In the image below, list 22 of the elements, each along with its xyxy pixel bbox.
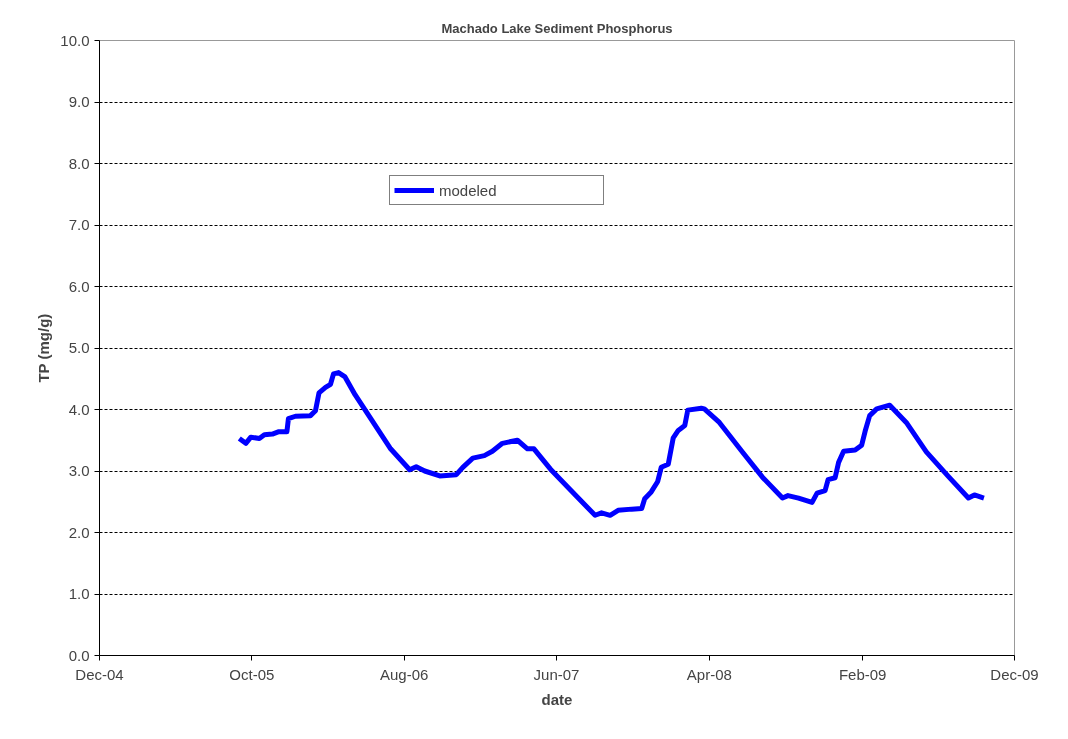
chart-title: Machado Lake Sediment Phosphorus (441, 20, 673, 36)
y-tick-label: 8.0 (68, 154, 90, 172)
y-tick-label: 6.0 (68, 277, 90, 295)
x-tick-label: Feb-09 (838, 665, 887, 683)
legend-label: modeled (439, 181, 498, 199)
x-axis-title: date (541, 690, 573, 708)
y-tick-label: 10.0 (60, 31, 90, 49)
x-tick-label: Apr-08 (686, 665, 732, 683)
y-tick-label: 1.0 (68, 585, 90, 602)
y-tick-label: 9.0 (68, 93, 90, 110)
x-tick-label: Dec-04 (75, 665, 124, 683)
x-tick-label: Oct-05 (229, 665, 275, 683)
x-tick-label: Aug-06 (379, 665, 429, 683)
y-tick-label: 3.0 (68, 462, 90, 479)
y-tick-label: 2.0 (68, 523, 90, 541)
x-tick-label: Dec-09 (990, 665, 1039, 683)
y-tick-label: 5.0 (68, 339, 90, 356)
y-tick-label: 7.0 (68, 216, 90, 233)
x-tick-label: Jun-07 (533, 665, 580, 683)
y-tick-label: 4.0 (68, 400, 90, 418)
y-axis-title: TP (mg/g) (35, 313, 53, 383)
y-tick-label: 0.0 (68, 646, 90, 664)
